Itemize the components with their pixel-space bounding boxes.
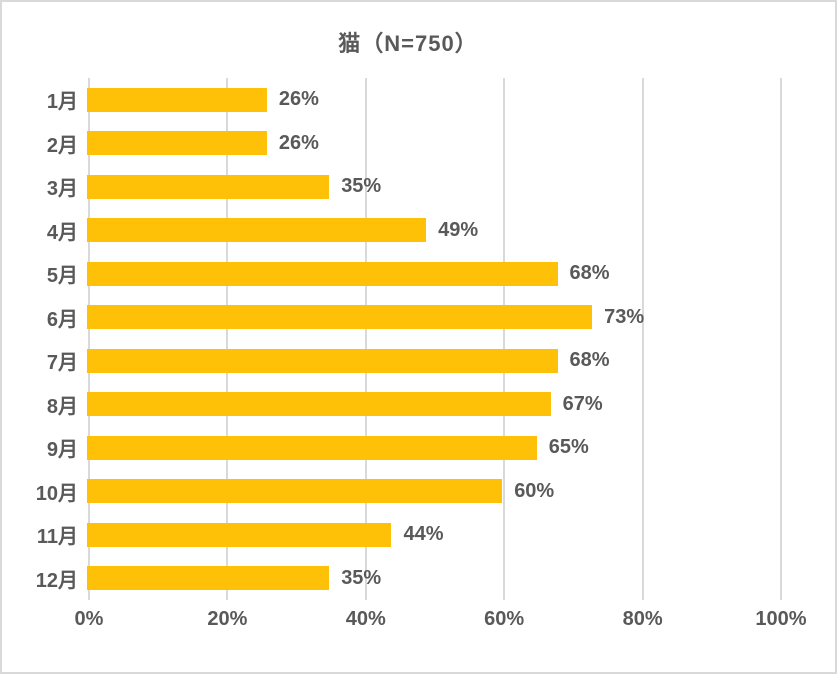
gridline [88,78,90,600]
bar-row: 4月 49% [2,209,835,253]
bar [87,131,267,156]
data-label: 26% [278,88,319,111]
bar-row: 9月 65% [2,426,835,470]
gridline [780,78,782,600]
bar [87,392,551,417]
bar-row: 3月 35% [2,165,835,209]
chart-title: 猫（N=750） [338,31,478,56]
bar [87,305,593,330]
gridline [364,78,367,600]
gridline [503,78,506,600]
bar-row: 6月 73% [2,296,835,340]
data-label: 67% [562,392,603,415]
data-label: 26% [278,131,319,154]
bar [87,348,558,373]
data-label: 73% [604,305,645,328]
data-label: 65% [548,436,589,459]
y-axis-label: 6月 [46,308,78,331]
gridline [641,78,644,600]
y-axis-label: 4月 [46,221,78,244]
y-axis-label: 7月 [46,352,78,375]
bar [87,218,427,243]
x-tick-label: 20% [207,608,248,630]
y-axis-label: 3月 [46,178,78,201]
bar [87,522,392,547]
x-tick-label: 100% [755,608,807,630]
y-axis-label: 10月 [35,482,78,505]
bars-group: 1月 26% 2月 26% 3月 35% 4月 49% 5月 68% 6月 73% 7月 68% 8月 67%… [2,78,835,600]
data-label: 35% [341,566,382,589]
data-label: 49% [438,218,479,241]
y-axis-label: 1月 [46,91,78,114]
data-label: 60% [514,479,555,502]
bar-row: 5月 68% [2,252,835,296]
bar [87,566,330,591]
x-tick-label: 40% [345,608,386,630]
y-axis-label: 5月 [46,265,78,288]
bar-row: 2月 26% [2,122,835,166]
x-tick-label: 0% [74,608,104,630]
x-tick-label: 80% [622,608,663,630]
plot-area [88,78,782,600]
bar-row: 7月 68% [2,339,835,383]
bar-row: 12月 35% [2,557,835,601]
bar-row: 11月 44% [2,513,835,557]
data-label: 68% [569,349,610,372]
y-axis-label: 12月 [35,569,78,592]
bar [87,87,267,112]
y-axis-label: 8月 [46,395,78,418]
bar [87,174,330,199]
gridline [226,78,229,600]
x-tick-label: 60% [484,608,525,630]
bar-row: 8月 67% [2,383,835,427]
y-axis-label: 2月 [46,134,78,157]
bar [87,435,537,460]
bar-row: 1月 26% [2,78,835,122]
x-axis: 0% 20% 40% 60% 80% 100% [2,608,835,638]
y-axis-label: 11月 [36,526,78,549]
bar [87,479,503,504]
y-axis-label: 9月 [46,439,78,462]
bar [87,261,558,286]
data-label: 44% [403,523,444,546]
data-label: 35% [341,175,382,198]
bar-row: 10月 60% [2,470,835,514]
data-label: 68% [569,262,610,285]
